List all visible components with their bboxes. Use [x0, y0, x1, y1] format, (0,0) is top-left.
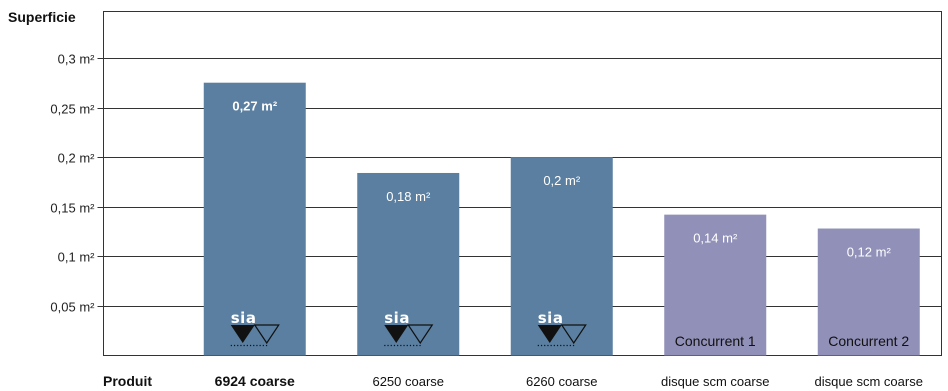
bar: [664, 214, 767, 356]
bar: [510, 157, 613, 356]
bar-value-label: 0,14 m²: [693, 231, 738, 246]
bar-value-label: 0,27 m²: [232, 99, 277, 114]
y-axis-title: Superficie: [8, 9, 76, 25]
bar-value-label: 0,18 m²: [386, 189, 431, 204]
y-tick-label: 0,1 m²: [58, 250, 96, 265]
y-tick-label: 0,05 m²: [50, 300, 95, 315]
x-tick-label: 6250 coarse: [372, 374, 444, 389]
y-tick-label: 0,15 m²: [50, 201, 95, 216]
bar: [203, 82, 306, 356]
sia-logo: sia: [384, 309, 434, 347]
y-tick-label: 0,3 m²: [58, 52, 96, 67]
bar-value-label: 0,12 m²: [847, 245, 892, 260]
sia-logo: sia: [537, 309, 587, 347]
bar-value-label: 0,2 m²: [543, 173, 581, 188]
sia-logo: sia: [230, 309, 280, 347]
svg-text:sia: sia: [538, 309, 564, 327]
svg-text:sia: sia: [384, 309, 410, 327]
x-tick-label: 6924 coarse: [215, 373, 295, 389]
y-tick-label: 0,25 m²: [50, 102, 95, 117]
x-axis-title: Produit: [103, 373, 152, 389]
x-tick-label: disque scm coarse: [661, 374, 769, 389]
y-tick-label: 0,2 m²: [58, 151, 96, 166]
bar: [817, 228, 920, 356]
x-tick-label: 6260 coarse: [526, 374, 598, 389]
bar-note-label: Concurrent 1: [675, 333, 756, 349]
labels: 0,05 m² 0,1 m² 0,15 m² 0,2 m² 0,25 m² 0,3 m² 0…: [50, 52, 923, 390]
svg-text:sia: sia: [231, 309, 257, 327]
x-tick-label: disque scm coarse: [815, 374, 923, 389]
bar-note-label: Concurrent 2: [828, 333, 909, 349]
